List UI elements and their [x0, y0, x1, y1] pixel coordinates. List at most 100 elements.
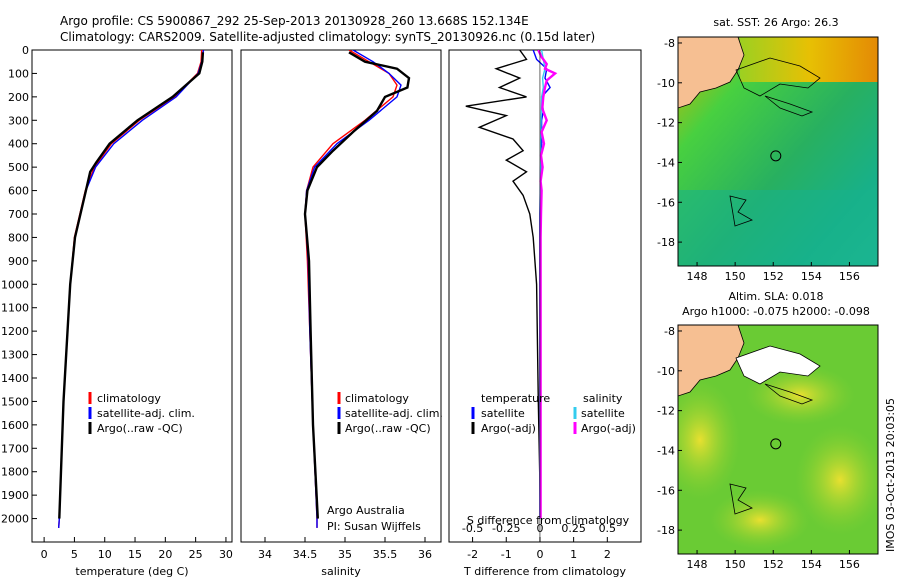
- temperature-axes-frame: [31, 49, 233, 543]
- legend-label-climatology: climatology: [345, 392, 409, 405]
- y-tick-label: 1800: [1, 466, 29, 479]
- x-tick-label: 34: [258, 548, 272, 561]
- map-y-tick-label: -16: [657, 196, 675, 209]
- sst-reef-south: [729, 195, 753, 227]
- x-tick-label: 1: [570, 548, 577, 561]
- salinity-panel: 34 34.5 35 35.5 36 salinity Argo Australia P…: [240, 49, 442, 578]
- series-line-climatology: [304, 50, 398, 528]
- map-x-tick-label: 156: [839, 270, 860, 283]
- sla-reef-outline: [735, 345, 821, 385]
- sla-map-frame: [677, 324, 879, 555]
- sla-high-south: [710, 490, 810, 550]
- series-line-satellite-adj-clim-: [58, 50, 205, 528]
- map-y-tick-label: -16: [657, 484, 675, 497]
- sla-float-marker: [770, 438, 782, 450]
- legend-title-temperature: temperature: [481, 392, 550, 405]
- map-y-tick-label: -14: [657, 156, 675, 169]
- series-line-t-argo-adj-: [465, 50, 542, 519]
- legend-label-t-satellite: satellite: [481, 407, 525, 420]
- y-tick-label: 2000: [1, 513, 29, 526]
- sst-warm-band: [740, 37, 878, 82]
- map-y-tick-label: -10: [657, 365, 675, 378]
- difference-axes-frame: [448, 49, 642, 543]
- salinity-axes-frame: [240, 49, 442, 543]
- y-tick-label: 1400: [1, 372, 29, 385]
- legend-label-argo: Argo(..raw -QC): [345, 422, 431, 435]
- map-x-tick-label: 148: [687, 270, 708, 283]
- map-y-tick-label: -12: [657, 405, 675, 418]
- sst-map-frame: [677, 36, 879, 267]
- x-tick-label: 15: [128, 548, 142, 561]
- x-tick-label: 5: [71, 548, 78, 561]
- x-tick-label: -1: [501, 548, 512, 561]
- x-tick-label: 35: [338, 548, 352, 561]
- map-y-tick-label: -18: [657, 524, 675, 537]
- temperature-xlabel: temperature (deg C): [75, 565, 188, 578]
- top-tick-label: 0.25: [561, 522, 586, 535]
- y-tick-label: 1900: [1, 489, 29, 502]
- x-tick-label: 25: [189, 548, 203, 561]
- sst-float-marker: [770, 150, 782, 162]
- sla-reef-south: [729, 483, 753, 515]
- y-tick-label: 1100: [1, 302, 29, 315]
- map-x-tick-label: 154: [801, 558, 822, 571]
- y-tick-label: 1600: [1, 419, 29, 432]
- series-line-climatology: [58, 50, 203, 528]
- sla-high-east: [795, 425, 878, 535]
- series-line-argo: [58, 52, 205, 519]
- map-x-tick-label: 154: [801, 270, 822, 283]
- legend-label-s-satellite: satellite: [581, 407, 625, 420]
- y-tick-label: 600: [8, 185, 29, 198]
- legend-label-argo: Argo(..raw -QC): [97, 422, 183, 435]
- y-tick-label: 400: [8, 138, 29, 151]
- imos-watermark: IMOS 03-Oct-2013 20:03:05: [884, 398, 897, 552]
- x-tick-label: 10: [98, 548, 112, 561]
- y-tick-label: 100: [8, 67, 29, 80]
- legend-label-satellite: satellite-adj. clim.: [97, 407, 195, 420]
- y-tick-label: 500: [8, 161, 29, 174]
- sla-land-new-guinea: [678, 325, 745, 397]
- legend-title-salinity: salinity: [583, 392, 623, 405]
- y-tick-label: 200: [8, 91, 29, 104]
- y-tick-label: 1500: [1, 395, 29, 408]
- series-line-s-argo-adj-: [537, 50, 558, 519]
- map-y-tick-label: -12: [657, 117, 675, 130]
- map-y-tick-label: -14: [657, 444, 675, 457]
- sst-south-band: [678, 190, 878, 266]
- map-x-tick-label: 156: [839, 558, 860, 571]
- x-tick-label: 2: [604, 548, 611, 561]
- map-x-tick-label: 150: [725, 270, 746, 283]
- sst-map: sat. SST: 26 Argo: 26.3 148 150 152 154 156 -…: [657, 16, 879, 283]
- difference-top-title: S difference from climatology: [467, 514, 630, 527]
- sla-map-title: Altim. SLA: 0.018: [728, 290, 823, 303]
- sst-island-outline: [764, 95, 814, 117]
- salinity-legend: climatology satellite-adj. clim. Argo(..…: [337, 392, 443, 435]
- difference-panel: -2 -1 0 1 2 -0.5 -0.25 0 0.25 0.5 S difference fr…: [448, 49, 642, 578]
- salinity-annotation-1: Argo Australia: [327, 504, 405, 517]
- y-tick-label: 0: [22, 44, 29, 57]
- sst-reef-outline: [735, 57, 821, 97]
- y-tick-label: 300: [8, 114, 29, 127]
- salinity-annotation-2: PI: Susan Wijffels: [327, 520, 421, 533]
- legend-label-s-argo: Argo(-adj): [581, 422, 636, 435]
- temperature-panel: 0 5 10 15 20 25 300100200300400500600700800900…: [1, 44, 233, 578]
- difference-legend: temperature satellite Argo(-adj) salinit…: [471, 392, 636, 435]
- top-tick-label: -0.25: [492, 522, 520, 535]
- salinity-xlabel: salinity: [321, 565, 361, 578]
- sst-land-new-guinea: [678, 37, 745, 109]
- x-tick-label: 34.5: [293, 548, 318, 561]
- series-line-satellite-adj-clim-: [304, 50, 402, 528]
- series-line-argo: [303, 51, 411, 519]
- y-tick-label: 800: [8, 231, 29, 244]
- difference-xlabel: T difference from climatology: [463, 565, 626, 578]
- top-tick-label: -0.5: [462, 522, 483, 535]
- legend-label-climatology: climatology: [97, 392, 161, 405]
- y-tick-label: 1200: [1, 325, 29, 338]
- x-tick-label: 0: [536, 548, 543, 561]
- sla-map-subtitle: Argo h1000: -0.075 h2000: -0.098: [682, 305, 870, 318]
- top-tick-label: 0: [536, 522, 543, 535]
- y-tick-label: 1300: [1, 349, 29, 362]
- sla-map: Altim. SLA: 0.018 Argo h1000: -0.075 h20…: [657, 290, 879, 571]
- map-x-tick-label: 152: [763, 270, 784, 283]
- map-x-tick-label: 150: [725, 558, 746, 571]
